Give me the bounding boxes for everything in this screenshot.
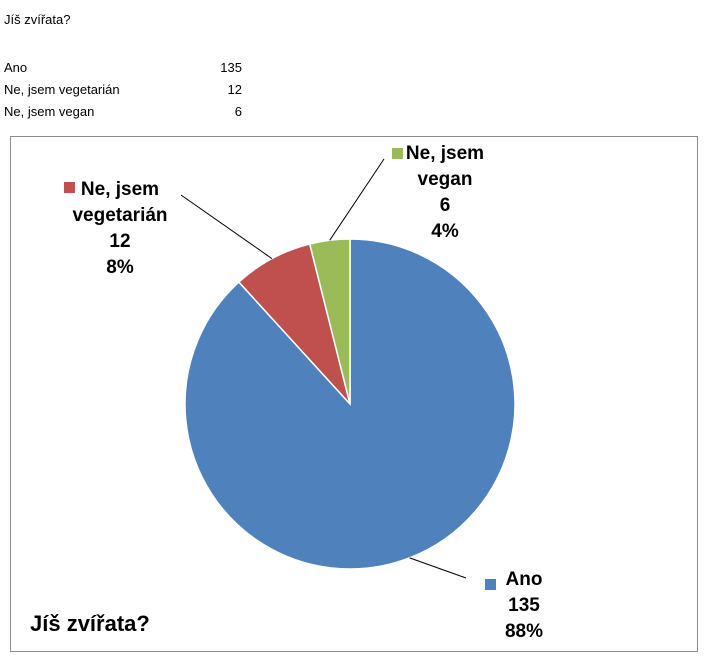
chart-frame[interactable]: Ano 135 88% Ne, jsem vegetarián 12 8% Ne, jsem v… (10, 136, 698, 652)
row-label: Ne, jsem vegan (4, 104, 95, 119)
leader-line (329, 158, 385, 241)
label-color-key (64, 182, 75, 193)
leader-line (180, 194, 273, 260)
data-label: Ano (506, 569, 543, 590)
data-label: Ne, jsem (81, 179, 159, 200)
table-row: Ne, jsem vegetarián 12 (4, 79, 242, 101)
data-table: Ano 135 Ne, jsem vegetarián 12 Ne, jsem … (4, 57, 242, 123)
data-label: Ne, jsem (406, 143, 484, 164)
table-row: Ano 135 (4, 57, 242, 79)
table-row: Ne, jsem vegan 6 (4, 101, 242, 123)
data-label: vegetarián (72, 205, 167, 226)
label-color-key (485, 579, 496, 590)
pie-chart: Ano 135 88% Ne, jsem vegetarián 12 8% Ne, jsem v… (64, 143, 543, 642)
row-value: 6 (234, 104, 242, 119)
leader-line (409, 557, 467, 579)
row-value: 135 (220, 60, 242, 75)
data-label: 135 (508, 595, 540, 616)
sheet-title: Jíš zvířata? (4, 12, 71, 27)
data-label: 4% (431, 221, 459, 242)
data-label: 8% (106, 257, 134, 278)
row-value: 12 (227, 82, 242, 97)
data-label: 6 (440, 195, 451, 216)
label-color-key (392, 148, 403, 159)
row-label: Ano (4, 60, 28, 75)
data-label: 12 (109, 231, 130, 252)
data-label: vegan (418, 169, 473, 190)
data-label: 88% (505, 621, 543, 642)
chart-title: Jíš zvířata? (30, 611, 150, 636)
row-label: Ne, jsem vegetarián (4, 82, 120, 97)
